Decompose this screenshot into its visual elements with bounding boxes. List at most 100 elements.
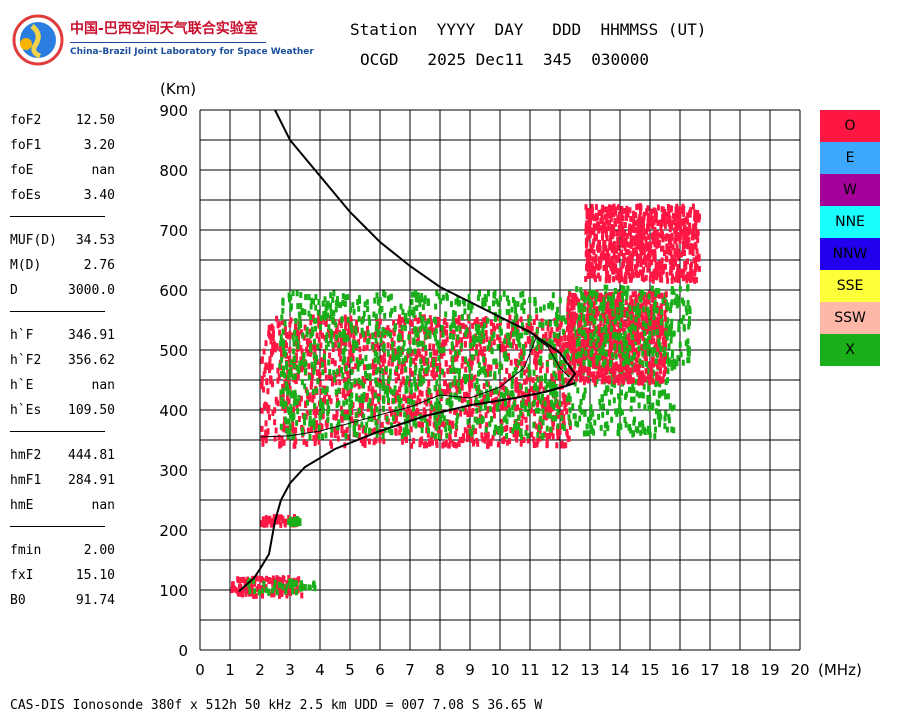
echo-point: [501, 437, 505, 444]
echo-point: [670, 426, 674, 433]
echo-point: [423, 410, 427, 417]
echo-point: [571, 318, 575, 325]
echo-point: [610, 380, 614, 387]
echo-point: [590, 247, 594, 254]
echo-point: [645, 209, 649, 216]
echo-point: [425, 400, 429, 407]
echo-point: [517, 333, 521, 339]
echo-point: [283, 407, 287, 414]
echo-point: [547, 400, 551, 407]
echo-point: [350, 327, 354, 334]
echo-point: [676, 295, 680, 302]
echo-point: [584, 430, 588, 437]
echo-point: [628, 302, 632, 308]
echo-point: [629, 427, 633, 434]
echo-point: [465, 391, 469, 398]
echo-point: [358, 397, 362, 404]
echo-point: [395, 366, 399, 372]
echo-point: [629, 235, 633, 242]
echo-point: [655, 351, 659, 358]
echo-point: [634, 316, 638, 323]
param-row: hmE nan: [10, 493, 120, 518]
echo-point: [655, 329, 659, 336]
echo-point: [385, 415, 389, 422]
echo-point: [530, 348, 534, 355]
echo-point: [296, 303, 300, 310]
echo-point: [555, 311, 558, 318]
echo-point: [579, 351, 583, 358]
echo-point: [548, 380, 552, 387]
echo-point: [602, 254, 606, 261]
echo-point: [623, 289, 627, 296]
echo-point: [658, 271, 662, 278]
echo-point: [629, 378, 633, 384]
echo-point: [493, 424, 497, 431]
echo-point: [484, 412, 488, 419]
echo-point: [691, 203, 695, 210]
echo-point: [286, 374, 290, 381]
echo-point: [414, 365, 418, 372]
echo-point: [269, 376, 273, 382]
echo-point: [382, 398, 386, 404]
echo-point: [268, 365, 272, 372]
echo-point: [341, 293, 345, 300]
echo-point: [529, 322, 533, 329]
echo-point: [282, 575, 286, 582]
echo-point: [492, 405, 496, 412]
echo-point: [646, 205, 650, 212]
echo-point: [355, 319, 358, 326]
echo-point: [592, 238, 596, 245]
echo-point: [577, 324, 581, 331]
echo-point: [629, 295, 633, 302]
echo-point: [625, 241, 629, 248]
echo-point: [655, 232, 659, 239]
echo-point: [461, 435, 465, 442]
echo-point: [513, 424, 516, 430]
echo-point: [475, 329, 479, 335]
echo-point: [301, 332, 305, 339]
echo-point: [512, 431, 516, 438]
echo-point: [303, 383, 307, 390]
echo-point: [575, 296, 579, 303]
echo-point: [586, 306, 590, 313]
echo-point: [457, 440, 461, 447]
echo-point: [441, 331, 445, 338]
echo-point: [684, 239, 688, 246]
echo-point: [292, 340, 296, 347]
echo-point: [398, 386, 402, 393]
echo-point: [437, 317, 441, 323]
echo-point: [630, 342, 634, 349]
echo-point: [423, 441, 427, 448]
echo-point: [329, 309, 333, 315]
echo-point: [486, 435, 490, 442]
echo-point: [673, 276, 677, 283]
echo-point: [441, 339, 445, 346]
echo-point: [282, 348, 286, 355]
echo-point: [299, 320, 302, 327]
echo-point: [669, 301, 673, 308]
param-name: h`Es: [10, 403, 42, 418]
echo-point: [527, 363, 531, 370]
param-value: 2.76: [83, 258, 115, 273]
echo-point: [629, 339, 632, 346]
echo-point: [538, 321, 542, 328]
echo-point: [404, 397, 408, 404]
echo-point: [495, 362, 499, 369]
echo-point: [430, 431, 434, 438]
echo-point: [281, 516, 285, 523]
echo-point: [488, 370, 492, 377]
echo-point: [635, 390, 639, 397]
echo-point: [611, 352, 615, 359]
echo-point: [423, 356, 427, 363]
echo-point: [585, 249, 589, 256]
echo-point: [332, 310, 336, 317]
echo-point: [371, 333, 375, 340]
echo-point: [424, 344, 427, 351]
echo-point: [512, 319, 516, 326]
echo-point: [288, 355, 292, 362]
echo-point: [622, 254, 626, 261]
echo-point: [403, 395, 407, 401]
echo-point: [556, 423, 560, 430]
param-row: h`Es 109.50: [10, 398, 120, 423]
echo-point: [590, 295, 594, 302]
